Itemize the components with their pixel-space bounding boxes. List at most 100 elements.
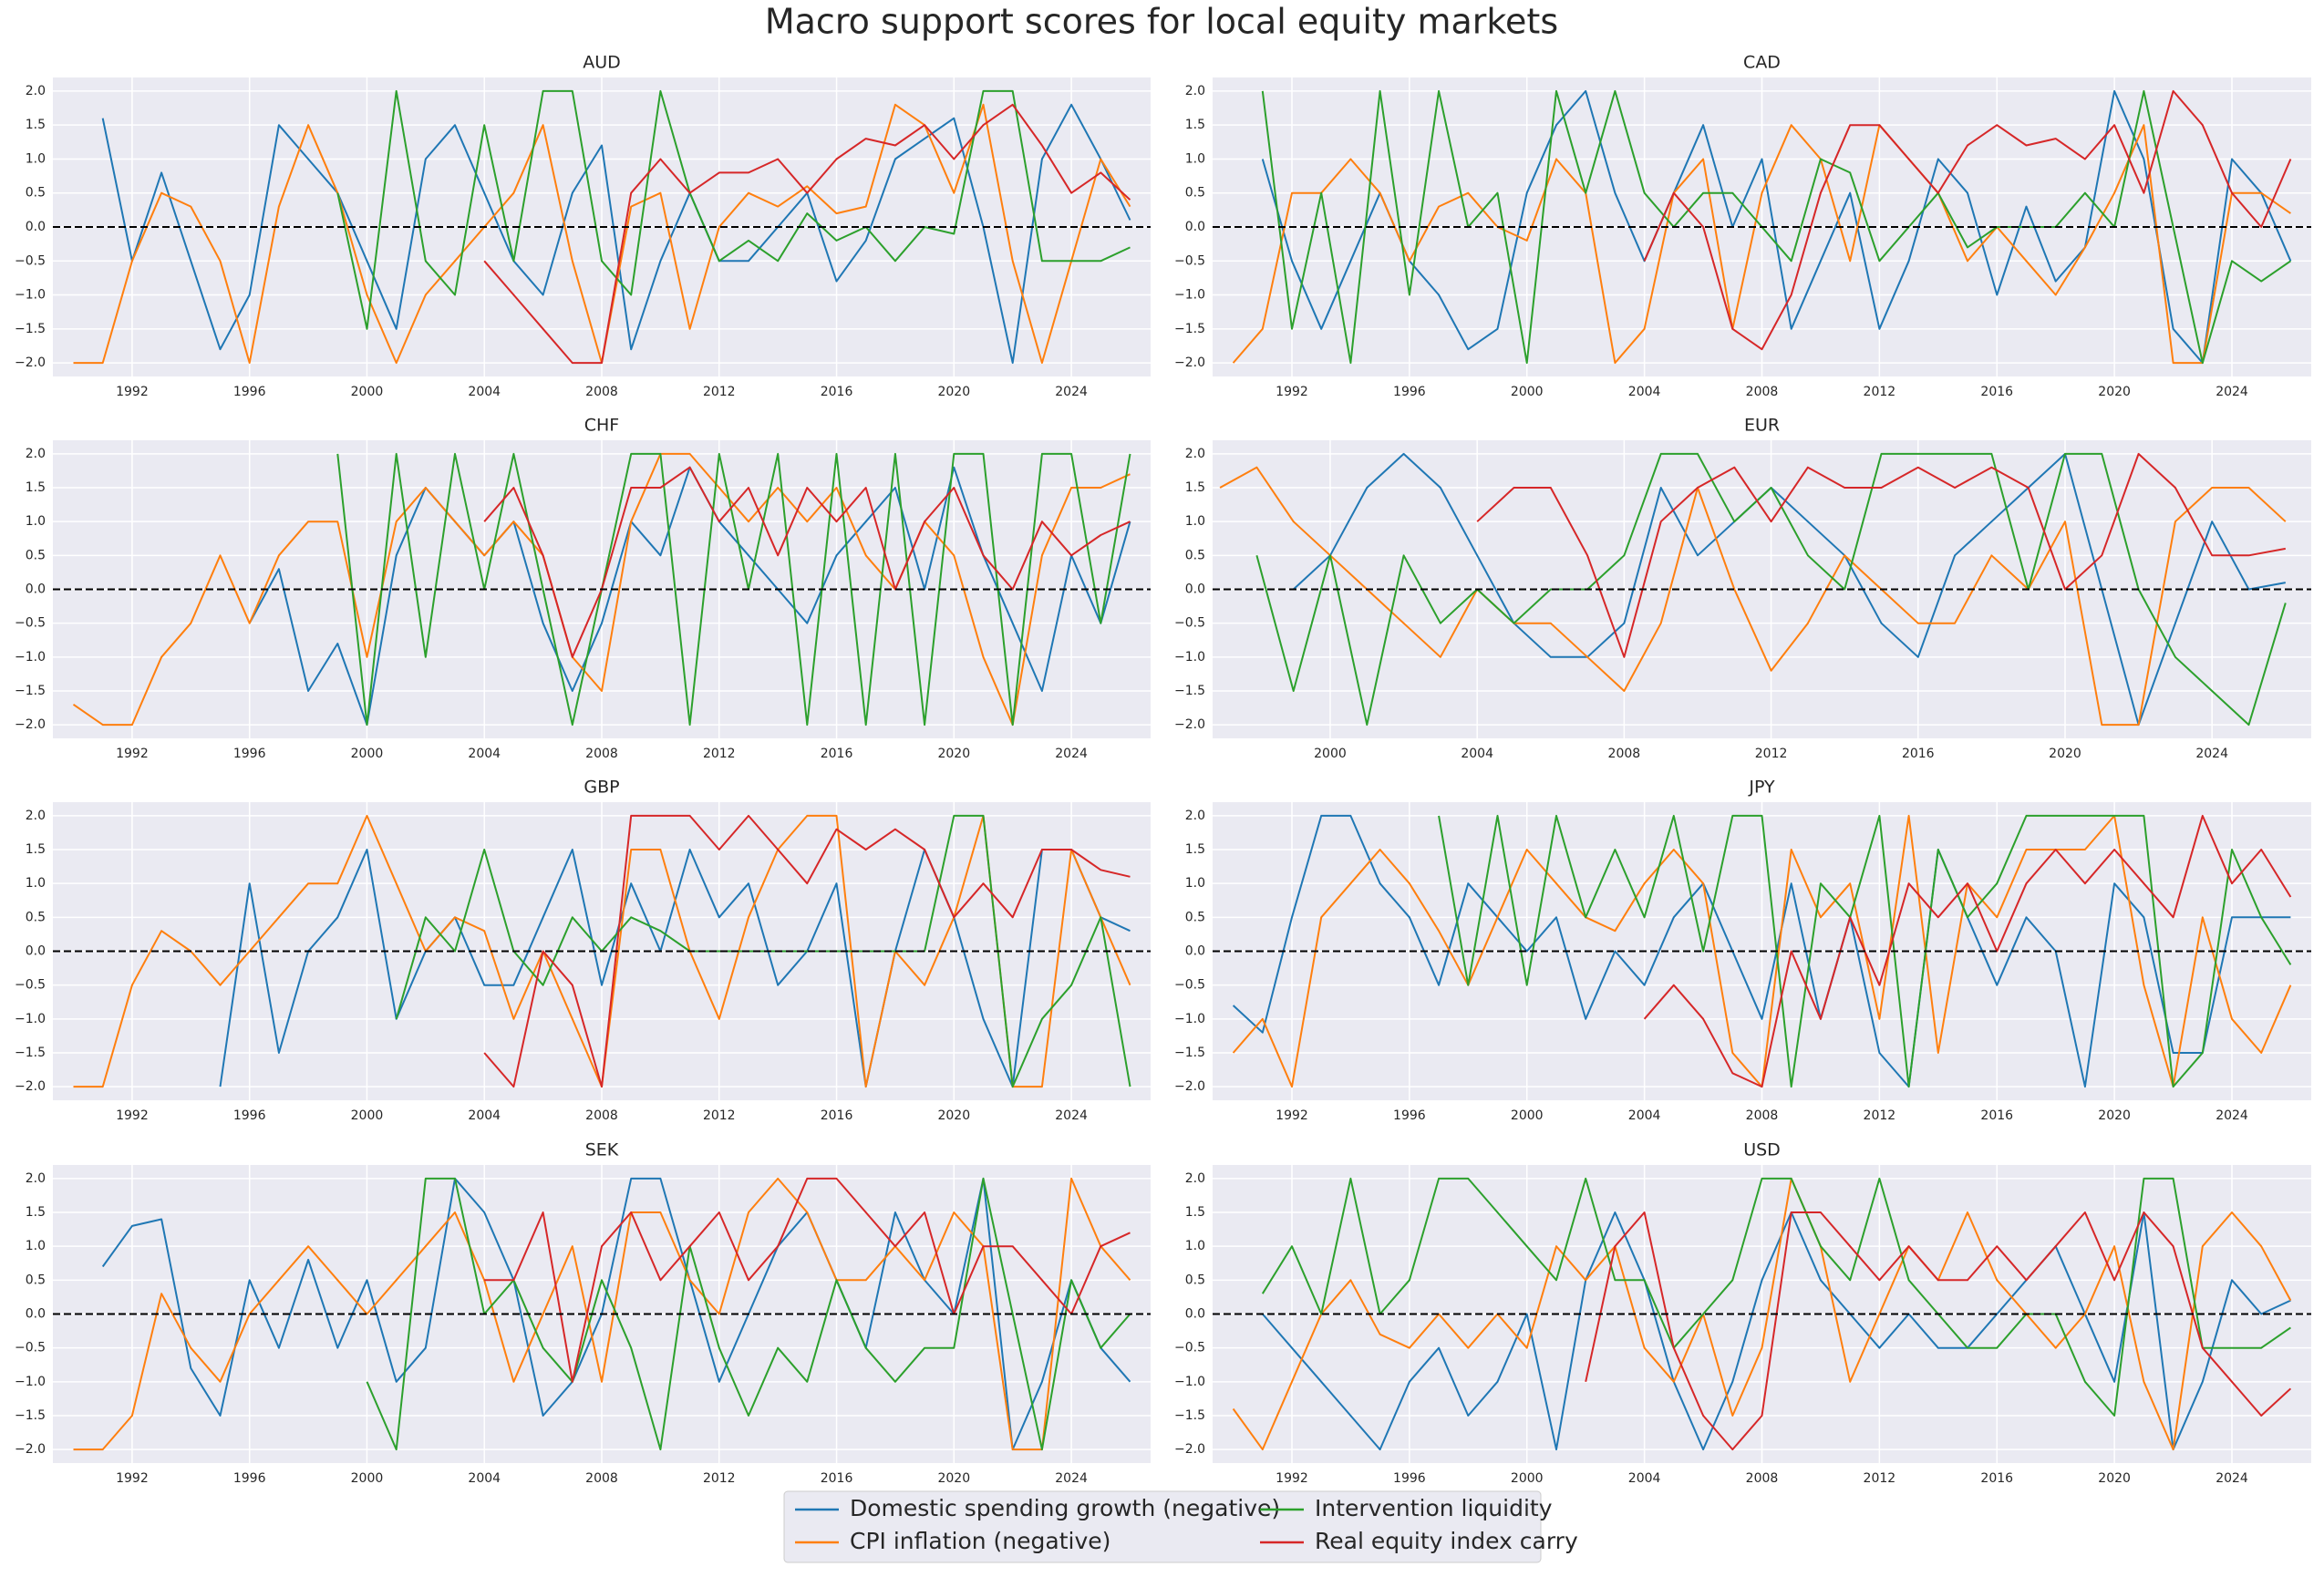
series-line [483, 814, 1131, 1088]
x-tick-label: 2016 [821, 1108, 853, 1123]
x-tick-label: 2004 [1628, 1471, 1661, 1486]
y-tick-label: −2.0 [15, 1442, 46, 1457]
y-tick-label: 2.0 [1185, 1171, 1205, 1186]
y-tick-label: 0.0 [26, 220, 46, 234]
x-tick-label: 1996 [1393, 1471, 1426, 1486]
x-tick-label: 2016 [1980, 1471, 2013, 1486]
x-tick-label: 2024 [2195, 747, 2228, 761]
x-tick-label: 2012 [1755, 747, 1788, 761]
y-tick-label: 1.0 [1185, 151, 1205, 166]
y-tick-label: 1.5 [26, 842, 46, 857]
panel-title: USD [1743, 1140, 1781, 1160]
series-line [483, 103, 1131, 365]
y-tick-label: −1.5 [1174, 684, 1205, 698]
y-tick-label: 1.0 [26, 876, 46, 891]
legend-label: CPI inflation (negative) [850, 1528, 1110, 1554]
series-line [1643, 89, 2292, 351]
legend-label: Domestic spending growth (negative) [850, 1495, 1280, 1521]
y-tick-label: −2.0 [1174, 717, 1205, 732]
y-tick-label: 1.5 [26, 1205, 46, 1220]
x-tick-label: 2012 [703, 1108, 736, 1123]
x-tick-label: 2008 [585, 747, 618, 761]
x-tick-label: 2012 [1864, 1471, 1896, 1486]
y-tick-label: −1.0 [15, 1012, 46, 1026]
x-tick-label: 2024 [2216, 1471, 2248, 1486]
y-tick-label: −1.5 [15, 1408, 46, 1423]
y-tick-label: −1.5 [15, 1046, 46, 1060]
y-tick-label: −1.5 [15, 322, 46, 336]
x-tick-label: 1996 [1393, 1108, 1426, 1123]
y-tick-label: 0.5 [1185, 1273, 1205, 1287]
y-tick-label: 0.0 [1185, 1307, 1205, 1322]
panel-title: CHF [584, 416, 619, 436]
y-tick-label: −1.5 [1174, 1046, 1205, 1060]
x-tick-label: 2004 [468, 1108, 501, 1123]
x-tick-label: 1992 [1276, 1471, 1308, 1486]
y-tick-label: 0.5 [26, 1273, 46, 1287]
y-tick-label: −2.0 [1174, 1079, 1205, 1094]
y-tick-label: −0.5 [1174, 978, 1205, 993]
x-tick-label: 2024 [1055, 1471, 1088, 1486]
x-tick-label: 2020 [937, 1471, 970, 1486]
series-line [1261, 89, 2291, 365]
panel-title: EUR [1744, 416, 1780, 436]
panel-title: CAD [1743, 53, 1781, 73]
x-tick-label: 2000 [351, 747, 384, 761]
y-tick-label: −2.0 [15, 717, 46, 732]
y-tick-label: −1.0 [1174, 288, 1205, 303]
panel-title: SEK [585, 1140, 619, 1160]
x-tick-label: 2000 [1511, 385, 1544, 399]
y-tick-label: 1.0 [26, 1239, 46, 1253]
series-line [101, 103, 1131, 365]
y-tick-label: 1.5 [26, 480, 46, 495]
x-tick-label: 2012 [1864, 385, 1896, 399]
y-tick-label: 1.5 [1185, 1205, 1205, 1220]
x-tick-label: 1992 [116, 385, 149, 399]
x-tick-label: 1996 [233, 1108, 266, 1123]
panel: AUD −2.0 −1.5 −1.0 −0.5 0.0 0.5 1.0 1.5 2.0 1992 19… [15, 53, 1151, 399]
series-line [395, 814, 1131, 1088]
y-tick-label: 1.5 [1185, 480, 1205, 495]
y-tick-label: −1.0 [1174, 650, 1205, 665]
panel: EUR −2.0 −1.5 −1.0 −0.5 0.0 0.5 1.0 1.5 2.0 2000 20… [1174, 416, 2311, 761]
y-tick-label: −1.5 [1174, 322, 1205, 336]
x-tick-label: 1996 [233, 747, 266, 761]
x-tick-label: 2004 [1628, 385, 1661, 399]
x-tick-label: 2000 [1314, 747, 1347, 761]
y-tick-label: 2.0 [26, 1171, 46, 1186]
x-tick-label: 2020 [937, 1108, 970, 1123]
series-line [1262, 1211, 2291, 1451]
y-tick-label: 1.5 [26, 118, 46, 132]
legend-label: Intervention liquidity [1315, 1495, 1553, 1521]
x-tick-label: 2016 [1980, 385, 2013, 399]
x-tick-label: 2000 [1511, 1471, 1544, 1486]
x-tick-label: 2020 [2098, 1108, 2131, 1123]
series-line [1643, 814, 2292, 1088]
y-tick-label: 1.0 [1185, 514, 1205, 529]
series-line [483, 466, 1131, 658]
x-tick-label: 2004 [1628, 1108, 1661, 1123]
y-tick-label: 0.5 [1185, 186, 1205, 201]
x-tick-label: 2016 [821, 385, 853, 399]
y-tick-label: 0.0 [1185, 582, 1205, 597]
x-tick-label: 2012 [703, 385, 736, 399]
y-tick-label: 1.0 [1185, 876, 1205, 891]
figure-title: Macro support scores for local equity ma… [765, 2, 1558, 42]
series-line [101, 1177, 1131, 1451]
x-tick-label: 2012 [703, 747, 736, 761]
y-tick-label: 0.0 [26, 944, 46, 959]
legend: Domestic spending growth (negative) CPI i… [783, 1490, 1578, 1563]
series-line [1476, 452, 2286, 658]
panel: SEK −2.0 −1.5 −1.0 −0.5 0.0 0.5 1.0 1.5 2.0 1992 19… [15, 1140, 1151, 1486]
x-tick-label: 2000 [351, 1471, 384, 1486]
y-tick-label: 1.0 [26, 151, 46, 166]
y-tick-label: −1.5 [1174, 1408, 1205, 1423]
x-tick-label: 2024 [1055, 1108, 1088, 1123]
y-tick-label: −1.5 [15, 684, 46, 698]
y-tick-label: −1.0 [15, 288, 46, 303]
y-tick-label: 0.0 [1185, 220, 1205, 234]
x-tick-label: 2016 [1902, 747, 1935, 761]
y-tick-label: −1.0 [15, 650, 46, 665]
y-tick-label: −1.0 [15, 1375, 46, 1389]
